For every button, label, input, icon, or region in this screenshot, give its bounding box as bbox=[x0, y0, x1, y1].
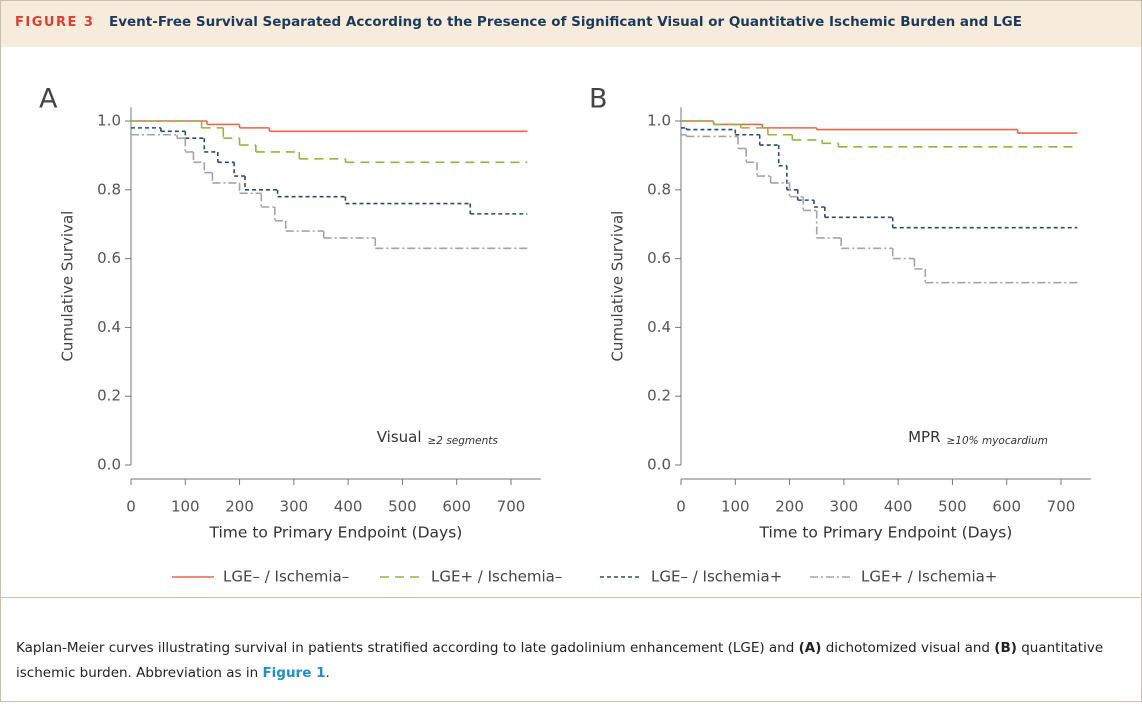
y-tick-label: 0.8 bbox=[97, 180, 121, 198]
series bbox=[681, 120, 1078, 148]
figure-label: FIGURE 3 bbox=[15, 15, 95, 30]
legend-label: LGE+ / Ischemia– bbox=[431, 568, 562, 586]
y-axis-label: Cumulative Survival bbox=[59, 211, 77, 362]
x-tick-label: 600 bbox=[992, 498, 1021, 516]
x-tick-label: 200 bbox=[225, 498, 254, 516]
caption-text: (A) bbox=[798, 640, 822, 656]
annotation-subscript: ≥2 segments bbox=[428, 435, 499, 447]
annotation-subscript: ≥10% myocardium bbox=[947, 435, 1048, 447]
figure-title: Event-Free Survival Separated According … bbox=[109, 14, 1022, 30]
x-tick-label: 400 bbox=[334, 498, 363, 516]
y-tick-label: 0.0 bbox=[647, 456, 671, 474]
y-tick-label: 0.2 bbox=[647, 387, 671, 405]
series bbox=[131, 120, 528, 164]
separator bbox=[0, 597, 1140, 598]
annotation: Visual ≥2 segments bbox=[377, 428, 499, 448]
legend-label: LGE– / Ischemia– bbox=[223, 568, 349, 586]
x-tick-label: 300 bbox=[830, 498, 859, 516]
x-tick-label: 0 bbox=[676, 498, 686, 516]
caption-text: Kaplan-Meier curves illustrating surviva… bbox=[16, 640, 799, 656]
x-tick-label: 100 bbox=[171, 498, 200, 516]
caption-link[interactable]: Figure 1 bbox=[262, 665, 326, 681]
x-tick-label: 600 bbox=[442, 498, 471, 516]
x-tick-label: 500 bbox=[938, 498, 967, 516]
x-tick-label: 100 bbox=[721, 498, 750, 516]
series bbox=[131, 133, 528, 250]
caption-text: . bbox=[325, 665, 330, 681]
caption-text: (B) bbox=[994, 640, 1017, 656]
y-tick-label: 1.0 bbox=[647, 112, 671, 130]
y-tick-label: 0.4 bbox=[647, 318, 671, 336]
legend-label: LGE+ / Ischemia+ bbox=[861, 568, 997, 586]
charts: A 0.0 0.2 0.4 0.6 0.8 1.0 0 100 200 300 400 500 600 70… bbox=[39, 84, 1091, 586]
series bbox=[681, 133, 1078, 284]
x-tick-label: 500 bbox=[388, 498, 417, 516]
y-tick-label: 0.0 bbox=[97, 456, 121, 474]
annotation-text: MPR bbox=[908, 428, 940, 446]
x-tick-label: 400 bbox=[884, 498, 913, 516]
annotation-text: Visual bbox=[377, 428, 422, 446]
panel-label: B bbox=[589, 84, 608, 115]
legend-label: LGE– / Ischemia+ bbox=[651, 568, 782, 586]
x-axis-label: Time to Primary Endpoint (Days) bbox=[758, 524, 1012, 542]
y-tick-label: 0.2 bbox=[97, 387, 121, 405]
x-tick-label: 300 bbox=[280, 498, 309, 516]
x-tick-label: 700 bbox=[1047, 498, 1076, 516]
series bbox=[131, 127, 528, 215]
caption-text: quantitative ischemic burden. Abbreviati… bbox=[16, 640, 1104, 681]
y-tick-label: 0.4 bbox=[97, 318, 121, 336]
caption-text: dichotomized visual and bbox=[821, 640, 995, 656]
y-tick-label: 1.0 bbox=[97, 112, 121, 130]
series bbox=[131, 120, 528, 133]
panel-label: A bbox=[39, 84, 58, 115]
y-tick-label: 0.6 bbox=[97, 249, 121, 267]
caption: Kaplan-Meier curves illustrating surviva… bbox=[16, 636, 1116, 686]
x-tick-label: 200 bbox=[775, 498, 804, 516]
x-axis-label: Time to Primary Endpoint (Days) bbox=[208, 524, 462, 542]
y-tick-label: 0.6 bbox=[647, 249, 671, 267]
x-tick-label: 700 bbox=[497, 498, 526, 516]
annotation: MPR ≥10% myocardium bbox=[908, 428, 1048, 448]
y-tick-label: 0.8 bbox=[647, 180, 671, 198]
x-tick-label: 0 bbox=[126, 498, 136, 516]
series bbox=[681, 127, 1078, 229]
figure-header: FIGURE 3 Event-Free Survival Separated A… bbox=[1, 1, 1141, 47]
y-axis-label: Cumulative Survival bbox=[609, 211, 627, 362]
